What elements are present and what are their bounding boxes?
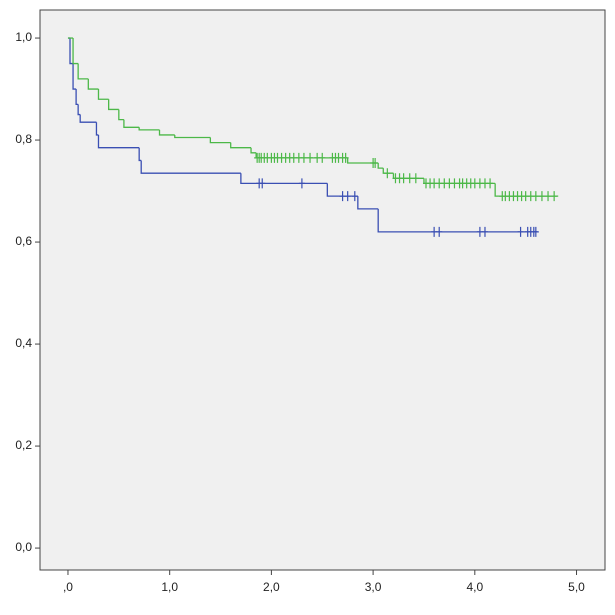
survival-step [240,173,328,185]
survival-step [77,104,81,116]
censor-mark [351,191,358,202]
survival-step [77,63,89,80]
y-tick-label: 0,4 [15,336,32,350]
censor-mark [481,226,488,237]
censor-mark [538,191,545,202]
censor-mark [406,173,413,184]
censor-mark [431,178,438,189]
survival-step [118,109,124,121]
survival-step [97,134,140,149]
censor-mark [551,191,558,202]
survival-step [250,147,257,154]
censor-mark [471,178,478,189]
survival-step [209,137,231,144]
censor-mark [298,178,305,189]
survival-step [357,196,379,210]
y-tick-label: 0,6 [15,234,32,248]
survival-step [72,63,77,90]
plot-area [39,9,606,571]
censor-mark [527,191,534,202]
survival-step [75,89,79,106]
survival-step [377,163,384,169]
censor-mark [487,178,494,189]
survival-step [140,160,241,174]
censor-mark [522,191,529,202]
x-tick-label: 5,0 [568,580,585,594]
survival-step [123,119,140,128]
survival-step [158,129,175,136]
survival-step [138,147,142,162]
censor-mark [342,152,349,163]
x-tick-label: 4,0 [466,580,483,594]
censor-mark [384,168,391,179]
survival-step [72,38,79,65]
censor-mark [441,178,448,189]
censor-mark [295,152,302,163]
censor-mark [476,178,483,189]
censor-mark [532,191,539,202]
survival-step [79,114,97,123]
survival-step [138,127,160,131]
censor-mark [372,158,379,169]
censor-mark [400,173,407,184]
censor-mark [339,191,346,202]
x-tick-label: 2,0 [263,580,280,594]
censor-mark [436,226,443,237]
y-tick-label: 1,0 [15,30,32,44]
censor-mark [412,173,419,184]
censor-mark [446,178,453,189]
y-tick-label: 0,8 [15,132,32,146]
survival-step [174,134,211,139]
censor-mark [300,152,307,163]
y-tick-label: 0,0 [15,540,32,554]
censor-mark [532,226,539,237]
censor-mark [436,178,443,189]
censor-mark [517,226,524,237]
censor-mark [259,178,266,189]
survival-step [87,78,99,90]
censor-mark [431,226,438,237]
x-tick-label: 1,0 [161,580,178,594]
survival-step [97,89,109,100]
censor-mark [290,152,297,163]
censor-mark [319,152,326,163]
survival-step [95,122,99,136]
x-tick-label: 3,0 [365,580,382,594]
censor-mark [314,152,321,163]
y-tick-label: 0,2 [15,438,32,452]
survival-step [108,99,119,111]
censor-mark [545,191,552,202]
survival-step [69,38,74,65]
x-tick-label: ,0 [63,580,73,594]
censor-mark [476,226,483,237]
censor-mark [307,152,314,163]
survival-step [347,157,379,164]
censor-mark [344,191,351,202]
survival-step [230,142,252,149]
censor-mark [481,178,488,189]
censor-mark [451,178,458,189]
